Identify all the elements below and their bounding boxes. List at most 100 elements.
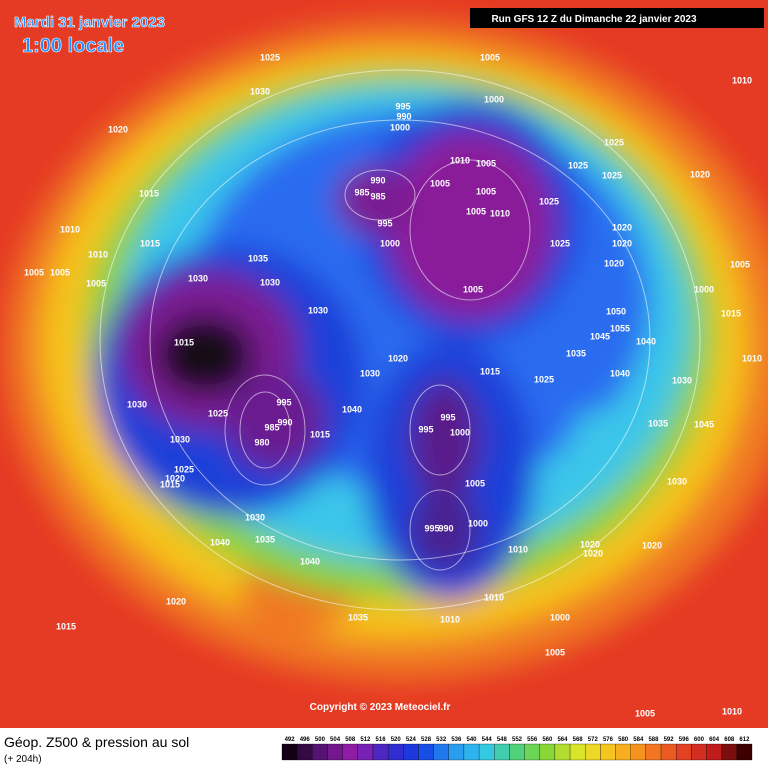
isobar-label: 1025	[534, 374, 554, 384]
isobar-label: 1005	[730, 259, 750, 269]
isobar-label: 1035	[255, 534, 275, 544]
scale-swatch	[312, 743, 328, 761]
isobar-label: 1035	[248, 253, 268, 263]
scale-swatch	[554, 743, 571, 761]
legend-subtitle: (+ 204h)	[4, 754, 42, 765]
isobar-label: 1010	[508, 544, 528, 554]
isobar-label: 1000	[390, 122, 410, 132]
scale-label: 492	[285, 737, 296, 743]
scale-swatch	[660, 743, 677, 761]
isobar-label: 1010	[484, 592, 504, 602]
scale-label: 572	[588, 737, 599, 743]
isobar-label: 1035	[566, 348, 586, 358]
date: Mardi 31 janvier 2023	[14, 14, 165, 31]
scale-label: 612	[739, 737, 750, 743]
isobar-label: 1015	[174, 337, 194, 347]
scale-label: 580	[618, 737, 629, 743]
geopotential-field	[5, 20, 768, 680]
isobar-label: 980	[254, 437, 269, 447]
isobar-label: 1030	[170, 434, 190, 444]
scale-swatch	[600, 743, 616, 761]
isobar-label: 990	[396, 111, 411, 121]
scale-swatch	[721, 743, 737, 761]
isobar-label: 985	[370, 191, 385, 201]
isobar-label: 1040	[300, 556, 320, 566]
scale-swatch	[478, 743, 495, 761]
scale-label: 540	[467, 737, 478, 743]
scale-swatch	[736, 743, 753, 761]
legend-title: Géop. Z500 & pression au sol	[4, 734, 189, 750]
scale-label: 520	[391, 737, 402, 743]
scale-label: 600	[694, 737, 705, 743]
isobar-label: 1020	[580, 539, 600, 549]
isobar-label: 1025	[602, 170, 622, 180]
isobar-label: 1015	[139, 188, 159, 198]
scale-label: 532	[436, 737, 447, 743]
scale-label: 512	[360, 737, 371, 743]
isobar-label: 1000	[450, 427, 470, 437]
isobar-label: 1020	[583, 548, 603, 558]
isobar-label: 1030	[260, 277, 280, 287]
isobar-label: 1010	[732, 75, 752, 85]
isobar-label: 1005	[430, 178, 450, 188]
isobar-label: 1005	[466, 206, 486, 216]
isobar-label: 1050	[606, 306, 626, 316]
copyright: Copyright © 2023 Meteociel.fr	[310, 702, 451, 713]
isobar-label: 1030	[250, 86, 270, 96]
isobar-label: 1025	[604, 137, 624, 147]
scale-label: 552	[512, 737, 523, 743]
isobar-label: 1015	[310, 429, 330, 439]
isobar-label: 1025	[568, 160, 588, 170]
scale-label: 536	[451, 737, 462, 743]
isobar-label: 1010	[88, 249, 108, 259]
isobar-label: 1005	[476, 186, 496, 196]
isobar-label: 990	[277, 417, 292, 427]
isobar-label: 1025	[550, 238, 570, 248]
scale-label: 504	[330, 737, 341, 743]
isobar-label: 1010	[450, 155, 470, 165]
scale-swatch	[494, 743, 510, 761]
isobar-label: 1030	[127, 399, 147, 409]
isobar-label: 1025	[174, 464, 194, 474]
isobar-label: 1040	[210, 537, 230, 547]
isobar-label: 995	[276, 397, 291, 407]
scale-swatch	[569, 743, 586, 761]
scale-swatch	[433, 743, 449, 761]
isobar-label: 1020	[612, 238, 632, 248]
scale-label: 576	[603, 737, 614, 743]
scale-swatch	[524, 743, 540, 761]
isobar-label: 1030	[667, 476, 687, 486]
scale-swatch	[297, 743, 313, 761]
isobar-label: 1020	[108, 124, 128, 134]
scale-label: 528	[421, 737, 432, 743]
isobar-label: 1010	[722, 706, 742, 716]
isobar-label: 1005	[476, 158, 496, 168]
isobar-label: 1020	[388, 353, 408, 363]
scale-label: 556	[527, 737, 538, 743]
scale-label: 564	[557, 737, 568, 743]
run-label: Run GFS 12 Z du Dimanche 22 janvier 2023	[491, 14, 697, 25]
isobar-label: 1005	[635, 708, 655, 718]
scale-label: 596	[679, 737, 690, 743]
scale-swatch	[403, 743, 419, 761]
scale-swatch	[372, 743, 389, 761]
scale-swatch	[418, 743, 434, 761]
scale-label: 568	[573, 737, 584, 743]
isobar-label: 1015	[140, 238, 160, 248]
isobar-label: 1000	[468, 518, 488, 528]
isobar-label: 1040	[636, 336, 656, 346]
scale-swatch	[509, 743, 525, 761]
isobar-label: 1030	[245, 512, 265, 522]
scale-label: 544	[482, 737, 493, 743]
isobar-label: 1010	[742, 353, 762, 363]
isobar-label: 1015	[160, 479, 180, 489]
isobar-label: 1000	[380, 238, 400, 248]
isobar-label: 1025	[539, 196, 559, 206]
isobar-label: 1005	[463, 284, 483, 294]
isobar-label: 995	[418, 424, 433, 434]
isobar-label: 1005	[465, 478, 485, 488]
scale-label: 500	[315, 737, 326, 743]
scale-label: 496	[300, 737, 311, 743]
scale-label: 604	[709, 737, 720, 743]
isobar-label: 1030	[360, 368, 380, 378]
